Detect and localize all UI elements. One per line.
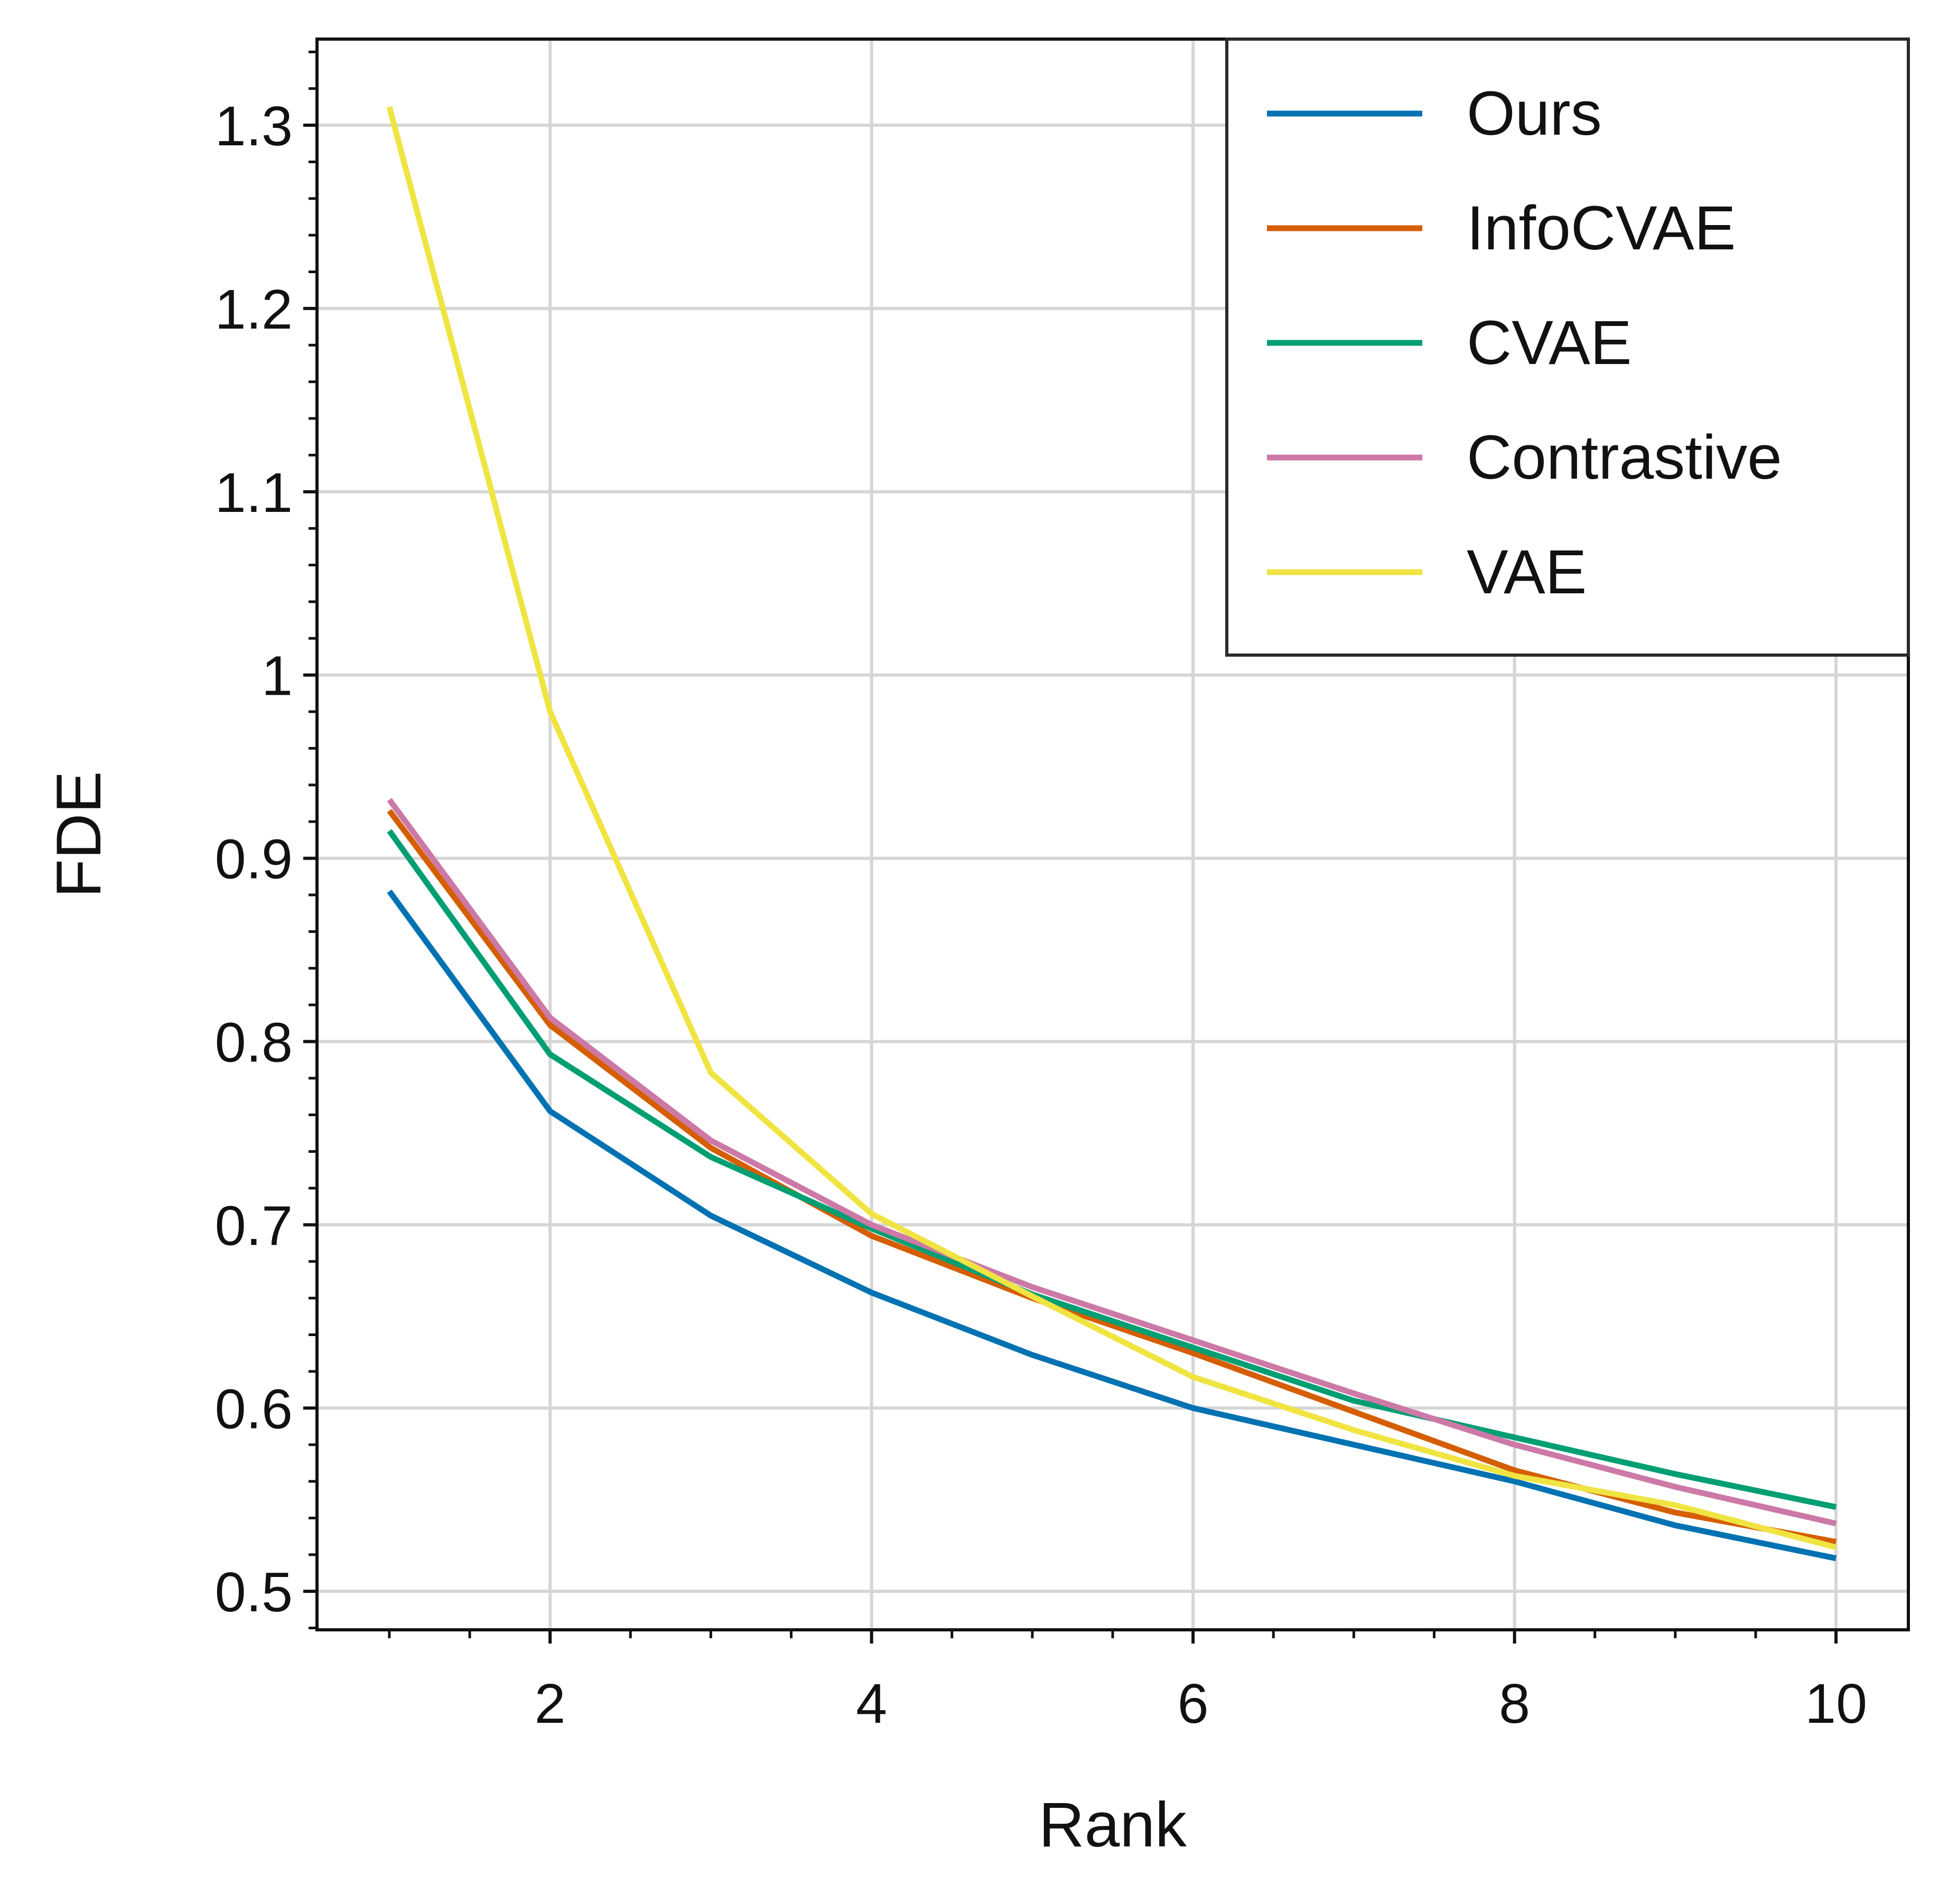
y-tick-label: 1 xyxy=(262,645,293,707)
legend-label-infocvae: InfoCVAE xyxy=(1467,193,1736,263)
y-tick-label: 1.2 xyxy=(215,278,293,341)
y-axis-title: FDE xyxy=(43,771,114,898)
x-tick-label: 4 xyxy=(856,1673,887,1735)
legend-label-cvae: CVAE xyxy=(1467,308,1632,378)
series-line-vae xyxy=(386,106,1837,1551)
legend-label-vae: VAE xyxy=(1467,537,1587,607)
y-tick-label: 0.5 xyxy=(215,1561,293,1623)
y-tick-label: 0.6 xyxy=(215,1378,293,1440)
y-tick-label: 1.1 xyxy=(215,462,293,524)
legend-box xyxy=(1225,38,1910,657)
legend-label-contrastive: Contrastive xyxy=(1467,423,1782,492)
y-tick-label: 1.3 xyxy=(215,95,293,157)
x-tick-label: 6 xyxy=(1178,1673,1209,1735)
x-tick-label: 10 xyxy=(1805,1673,1867,1735)
x-axis-title: Rank xyxy=(1039,1789,1187,1860)
series-line-infocvae xyxy=(387,809,1837,1545)
x-tick-label: 2 xyxy=(535,1673,566,1735)
series-line-cvae xyxy=(387,829,1837,1510)
y-tick-label: 0.8 xyxy=(215,1011,293,1074)
y-tick-label: 0.7 xyxy=(215,1194,293,1257)
y-tick-label: 0.9 xyxy=(215,828,293,891)
series-line-contrastive xyxy=(387,798,1837,1527)
x-tick-label: 8 xyxy=(1499,1673,1530,1735)
legend: Ours InfoCVAE CVAE Contrastive VAE xyxy=(1225,38,1910,657)
legend-label-ours: Ours xyxy=(1467,79,1602,148)
axis-ticks: 2 4 6 8 10 0.5 0.6 0.7 0.8 0.9 1 1.1 1.2 1.3 xyxy=(215,50,1867,1735)
series-line-ours xyxy=(387,889,1837,1562)
series-lines xyxy=(386,106,1837,1562)
